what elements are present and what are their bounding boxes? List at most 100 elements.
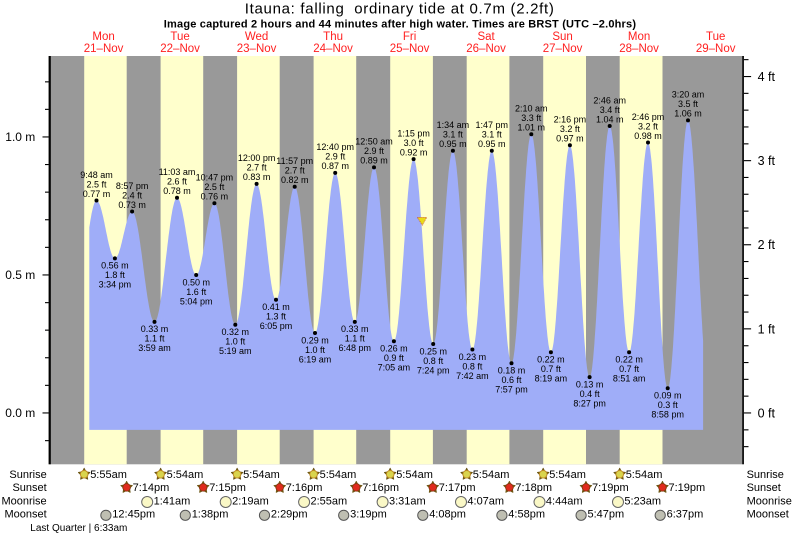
svg-text:1.0 ft: 1.0 ft (225, 337, 246, 347)
svg-text:0.50 m: 0.50 m (182, 277, 210, 287)
svg-text:23–Nov: 23–Nov (237, 43, 277, 55)
svg-text:7:19pm: 7:19pm (592, 482, 629, 494)
svg-text:2.9 ft: 2.9 ft (364, 146, 385, 156)
svg-text:0.4 ft: 0.4 ft (580, 389, 601, 399)
svg-text:2:46 pm: 2:46 pm (632, 112, 665, 122)
svg-text:1.04 m: 1.04 m (596, 114, 624, 124)
svg-text:0.33 m: 0.33 m (341, 324, 369, 334)
svg-text:7:42 am: 7:42 am (456, 371, 489, 381)
svg-text:25–Nov: 25–Nov (390, 43, 430, 55)
svg-text:5:55am: 5:55am (90, 469, 127, 481)
svg-text:0.25 m: 0.25 m (419, 346, 447, 356)
svg-text:5:23am: 5:23am (624, 495, 661, 507)
svg-text:1.06 m: 1.06 m (674, 109, 702, 119)
svg-text:Sunrise: Sunrise (747, 469, 784, 481)
svg-text:0.13 m: 0.13 m (576, 379, 604, 389)
svg-text:4 ft: 4 ft (758, 70, 776, 84)
svg-text:Sunset: Sunset (12, 482, 46, 494)
svg-text:Thu: Thu (323, 31, 343, 43)
svg-text:0.09 m: 0.09 m (654, 391, 682, 401)
svg-text:7:15pm: 7:15pm (209, 482, 246, 494)
svg-text:5:54am: 5:54am (549, 469, 586, 481)
svg-text:0.41 m: 0.41 m (262, 302, 290, 312)
svg-text:0.82 m: 0.82 m (281, 175, 309, 185)
svg-text:Tue: Tue (170, 31, 189, 43)
svg-text:0.22 m: 0.22 m (537, 355, 565, 365)
svg-text:Tue: Tue (706, 31, 725, 43)
svg-text:Fri: Fri (403, 31, 416, 43)
svg-text:2.5 ft: 2.5 ft (204, 182, 225, 192)
svg-text:3:20 am: 3:20 am (672, 90, 705, 100)
svg-text:3.2 ft: 3.2 ft (638, 121, 659, 131)
svg-text:1.0 m: 1.0 m (5, 130, 35, 144)
svg-text:28–Nov: 28–Nov (619, 43, 659, 55)
svg-text:26–Nov: 26–Nov (466, 43, 506, 55)
svg-text:27–Nov: 27–Nov (543, 43, 583, 55)
svg-text:0.29 m: 0.29 m (301, 335, 329, 345)
svg-text:0.32 m: 0.32 m (222, 327, 250, 337)
svg-text:4:07am: 4:07am (467, 495, 504, 507)
svg-text:1:47 pm: 1:47 pm (476, 120, 509, 130)
svg-text:1.6 ft: 1.6 ft (186, 287, 207, 297)
svg-text:24–Nov: 24–Nov (313, 43, 353, 55)
svg-text:0.33 m: 0.33 m (141, 324, 169, 334)
svg-text:0.18 m: 0.18 m (498, 366, 526, 376)
svg-text:Itauna: falling ordinary tide: Itauna: falling ordinary tide at 0.7m (2… (245, 0, 555, 17)
svg-text:7:19pm: 7:19pm (669, 482, 706, 494)
svg-text:0.0 m: 0.0 m (5, 406, 35, 420)
svg-text:2.7 ft: 2.7 ft (285, 166, 306, 176)
svg-text:0.87 m: 0.87 m (321, 161, 349, 171)
svg-text:0.56 m: 0.56 m (101, 261, 129, 271)
svg-text:1.01 m: 1.01 m (518, 123, 546, 133)
svg-text:Wed: Wed (245, 31, 268, 43)
svg-text:1.8 ft: 1.8 ft (105, 270, 126, 280)
svg-text:0.8 ft: 0.8 ft (462, 361, 483, 371)
svg-text:0.7 ft: 0.7 ft (541, 364, 562, 374)
svg-text:8:27 pm: 8:27 pm (573, 398, 606, 408)
svg-text:0.95 m: 0.95 m (439, 139, 467, 149)
svg-text:5:54am: 5:54am (167, 469, 204, 481)
svg-text:29–Nov: 29–Nov (696, 43, 736, 55)
svg-text:5:19 am: 5:19 am (219, 346, 252, 356)
svg-text:6:19 am: 6:19 am (299, 354, 332, 364)
svg-text:3.1 ft: 3.1 ft (482, 130, 503, 140)
svg-text:5:54am: 5:54am (396, 469, 433, 481)
svg-text:7:05 am: 7:05 am (378, 363, 411, 373)
svg-text:Sat: Sat (477, 31, 495, 43)
svg-text:Moonset: Moonset (4, 508, 46, 520)
svg-text:3.3 ft: 3.3 ft (521, 113, 542, 123)
svg-text:5:54am: 5:54am (626, 469, 663, 481)
svg-text:3.2 ft: 3.2 ft (560, 124, 581, 134)
svg-text:0.26 m: 0.26 m (380, 344, 408, 354)
svg-text:8:58 pm: 8:58 pm (651, 410, 684, 420)
svg-text:2.4 ft: 2.4 ft (122, 190, 143, 200)
svg-text:0.3 ft: 0.3 ft (658, 400, 679, 410)
svg-text:1:34 am: 1:34 am (437, 120, 470, 130)
svg-text:2:55am: 2:55am (311, 495, 348, 507)
svg-text:1.1 ft: 1.1 ft (144, 334, 165, 344)
svg-text:0.22 m: 0.22 m (615, 355, 643, 365)
svg-text:0.73 m: 0.73 m (118, 200, 146, 210)
svg-text:0.83 m: 0.83 m (243, 172, 271, 182)
svg-text:10:47 pm: 10:47 pm (196, 173, 234, 183)
svg-text:2:29pm: 2:29pm (271, 508, 308, 520)
svg-text:0.77 m: 0.77 m (83, 189, 111, 199)
svg-text:4:44am: 4:44am (546, 495, 583, 507)
svg-text:7:16pm: 7:16pm (286, 482, 323, 494)
svg-text:7:16pm: 7:16pm (362, 482, 399, 494)
svg-text:Image captured 2 hours and 44: Image captured 2 hours and 44 minutes af… (164, 19, 637, 31)
svg-text:5:54am: 5:54am (243, 469, 280, 481)
svg-text:Moonrise: Moonrise (747, 495, 792, 507)
svg-text:6:05 pm: 6:05 pm (260, 321, 293, 331)
svg-text:3 ft: 3 ft (758, 154, 776, 168)
svg-text:1.0 ft: 1.0 ft (305, 345, 326, 355)
svg-text:2 ft: 2 ft (758, 238, 776, 252)
svg-text:22–Nov: 22–Nov (160, 43, 200, 55)
svg-text:3.5 ft: 3.5 ft (678, 99, 699, 109)
svg-text:6:37pm: 6:37pm (667, 508, 704, 520)
svg-text:Sunrise: Sunrise (9, 469, 46, 481)
svg-text:2:16 pm: 2:16 pm (554, 115, 587, 125)
svg-text:11:57 pm: 11:57 pm (276, 156, 313, 166)
svg-text:0.97 m: 0.97 m (556, 134, 584, 144)
svg-text:11:03 am: 11:03 am (159, 167, 196, 177)
